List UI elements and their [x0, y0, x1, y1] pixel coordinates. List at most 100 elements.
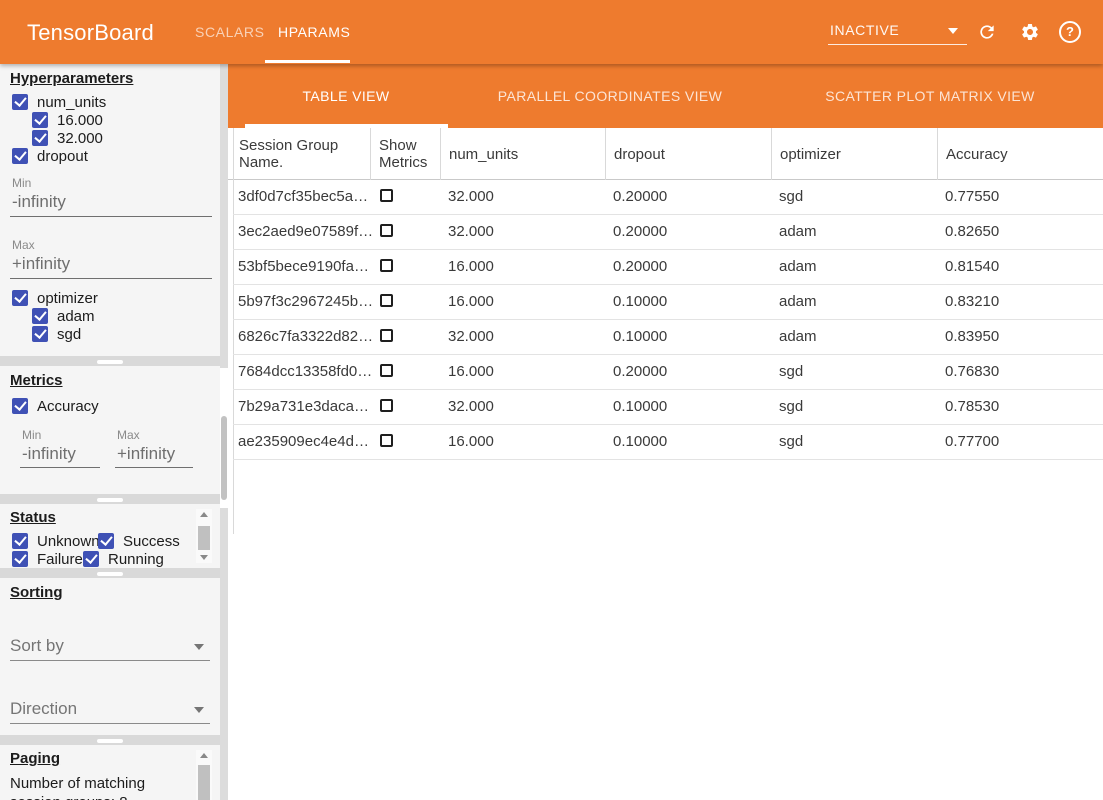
optimizer-label: optimizer: [37, 290, 98, 307]
show-metrics-checkbox[interactable]: [380, 189, 393, 202]
status-scrollbar[interactable]: [196, 509, 212, 563]
resize-handle[interactable]: [97, 572, 123, 576]
hparam-max-input[interactable]: +infinity: [12, 254, 70, 274]
dropout-checkbox[interactable]: [12, 148, 28, 164]
sidebar: Hyperparameters num_units 16.000 32.000 …: [0, 64, 220, 800]
num-units-cell: 32.000: [448, 180, 494, 214]
metric-min-input[interactable]: -infinity: [22, 444, 76, 464]
optimizer-sgd-checkbox[interactable]: [32, 326, 48, 342]
status-success-checkbox[interactable]: [98, 533, 114, 549]
dropout-label: dropout: [37, 148, 88, 165]
num-units-cell: 32.000: [448, 320, 494, 354]
optimizer-cell: adam: [779, 215, 817, 249]
num-units-32-checkbox[interactable]: [32, 130, 48, 146]
tab-scalars[interactable]: SCALARS: [195, 0, 265, 64]
show-metrics-checkbox[interactable]: [380, 224, 393, 237]
column-header-show-metrics: Show Metrics: [370, 128, 440, 180]
refresh-button[interactable]: [977, 22, 997, 42]
dropout-cell: 0.10000: [613, 390, 667, 424]
hparam-min-input[interactable]: -infinity: [12, 192, 66, 212]
status-failure-checkbox[interactable]: [12, 551, 28, 567]
session-group-name-cell: 6826c7fa3322d82…: [238, 320, 373, 354]
status-success-label: Success: [123, 533, 180, 550]
num-units-label: num_units: [37, 94, 106, 111]
chevron-down-icon: [194, 644, 204, 650]
accuracy-label: Accuracy: [37, 398, 99, 415]
tab-table-view[interactable]: TABLE VIEW: [303, 64, 390, 128]
accuracy-cell: 0.77550: [945, 180, 999, 214]
scroll-up-icon[interactable]: [200, 512, 208, 517]
direction-dropdown[interactable]: Direction: [10, 696, 210, 724]
show-metrics-checkbox[interactable]: [380, 294, 393, 307]
session-group-name-cell: 3df0d7cf35bec5a…: [238, 180, 368, 214]
settings-button[interactable]: [1020, 22, 1040, 42]
dropout-cell: 0.10000: [613, 425, 667, 459]
status-unknown-label: Unknown: [37, 533, 100, 550]
num-units-cell: 32.000: [448, 215, 494, 249]
table-row: ae235909ec4e4d… 16.000 0.10000 sgd 0.777…: [233, 425, 1103, 460]
direction-placeholder: Direction: [10, 699, 77, 719]
status-unknown-checkbox[interactable]: [12, 533, 28, 549]
num-units-cell: 16.000: [448, 250, 494, 284]
optimizer-cell: sgd: [779, 180, 803, 214]
table-row: 5b97f3c2967245b… 16.000 0.10000 adam 0.8…: [233, 285, 1103, 320]
column-header-session-group-name: Session Group Name.: [233, 128, 370, 180]
resize-handle[interactable]: [97, 360, 123, 364]
scroll-down-icon[interactable]: [200, 555, 208, 560]
dropout-cell: 0.20000: [613, 250, 667, 284]
tab-hparams[interactable]: HPARAMS: [278, 0, 350, 64]
optimizer-adam-checkbox[interactable]: [32, 308, 48, 324]
table-row: 3ec2aed9e07589f… 32.000 0.20000 adam 0.8…: [233, 215, 1103, 250]
show-metrics-checkbox[interactable]: [380, 364, 393, 377]
status-running-checkbox[interactable]: [83, 551, 99, 567]
help-icon: ?: [1066, 24, 1074, 39]
show-metrics-checkbox[interactable]: [380, 329, 393, 342]
paging-title: Paging: [10, 750, 60, 767]
hparams-main-pane: TABLE VIEW PARALLEL COORDINATES VIEW SCA…: [228, 64, 1103, 800]
show-metrics-checkbox[interactable]: [380, 259, 393, 272]
num-units-cell: 16.000: [448, 285, 494, 319]
hparam-max-underline: [10, 278, 212, 279]
dropout-cell: 0.10000: [613, 285, 667, 319]
chevron-down-icon: [948, 28, 958, 34]
session-group-name-cell: ae235909ec4e4d…: [238, 425, 369, 459]
status-running-label: Running: [108, 551, 164, 568]
accuracy-cell: 0.82650: [945, 215, 999, 249]
optimizer-cell: adam: [779, 285, 817, 319]
session-group-name-cell: 7684dcc13358fd0…: [238, 355, 372, 389]
sorting-title: Sorting: [10, 584, 63, 601]
optimizer-cell: adam: [779, 250, 817, 284]
dropout-cell: 0.20000: [613, 180, 667, 214]
scroll-up-icon[interactable]: [200, 753, 208, 758]
column-header-optimizer: optimizer: [771, 128, 937, 180]
optimizer-checkbox[interactable]: [12, 290, 28, 306]
sidebar-scrollbar-thumb[interactable]: [221, 416, 227, 500]
optimizer-cell: sgd: [779, 390, 803, 424]
metric-min-underline: [20, 467, 100, 468]
sort-by-dropdown[interactable]: Sort by: [10, 633, 210, 661]
scrollbar-thumb[interactable]: [198, 526, 210, 550]
show-metrics-checkbox[interactable]: [380, 434, 393, 447]
tab-parallel-coordinates-view[interactable]: PARALLEL COORDINATES VIEW: [498, 64, 722, 128]
section-hyperparameters: Hyperparameters num_units 16.000 32.000 …: [0, 64, 220, 356]
num-units-16-checkbox[interactable]: [32, 112, 48, 128]
metric-max-input[interactable]: +infinity: [117, 444, 175, 464]
show-metrics-checkbox[interactable]: [380, 399, 393, 412]
status-mode-dropdown[interactable]: INACTIVE: [828, 0, 967, 64]
paging-scrollbar[interactable]: [196, 750, 212, 800]
hparam-max-label: Max: [12, 238, 35, 252]
section-status: Status Unknown Success Failure Running: [0, 504, 220, 568]
scrollbar-thumb[interactable]: [198, 765, 210, 800]
accuracy-checkbox[interactable]: [12, 398, 28, 414]
num-units-checkbox[interactable]: [12, 94, 28, 110]
table-row: 7b29a731e3daca… 32.000 0.10000 sgd 0.785…: [233, 390, 1103, 425]
matching-groups-count: Number of matching session groups: 8: [10, 774, 192, 800]
session-group-name-cell: 53bf5bece9190fa…: [238, 250, 369, 284]
hparam-min-label: Min: [12, 176, 31, 190]
dropout-cell: 0.10000: [613, 320, 667, 354]
optimizer-cell: adam: [779, 320, 817, 354]
resize-handle[interactable]: [97, 498, 123, 502]
tab-scatter-plot-matrix-view[interactable]: SCATTER PLOT MATRIX VIEW: [825, 64, 1035, 128]
resize-handle[interactable]: [97, 739, 123, 743]
help-button[interactable]: ?: [1059, 21, 1081, 43]
